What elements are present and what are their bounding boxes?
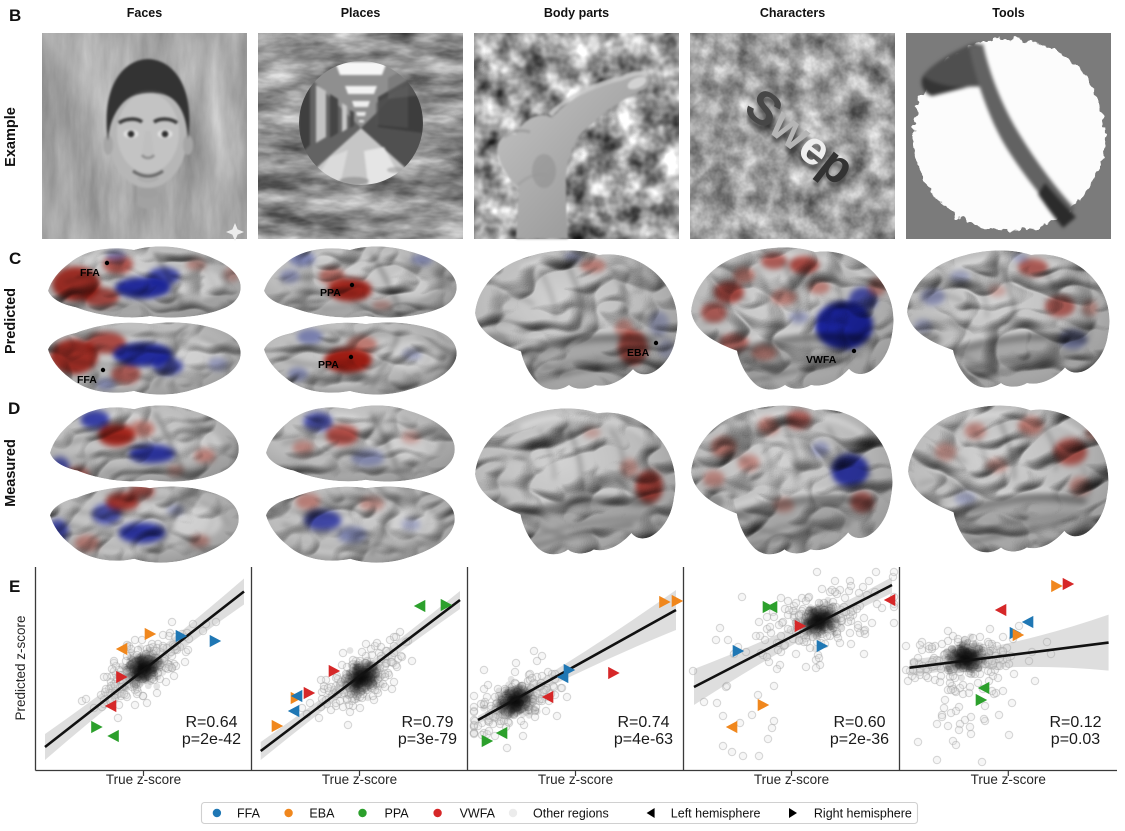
svg-text:PPA: PPA xyxy=(385,807,410,821)
svg-text:E: E xyxy=(9,577,20,596)
svg-text:p=0.03: p=0.03 xyxy=(1051,731,1100,748)
svg-text:EBA: EBA xyxy=(309,807,335,821)
svg-text:R=0.79: R=0.79 xyxy=(401,714,453,731)
svg-text:FFA: FFA xyxy=(80,267,100,279)
svg-text:Predicted: Predicted xyxy=(3,288,19,354)
svg-text:True z-score: True z-score xyxy=(322,772,397,787)
svg-text:FFA: FFA xyxy=(77,374,97,386)
svg-text:FFA: FFA xyxy=(237,807,261,821)
svg-text:p=2e-42: p=2e-42 xyxy=(182,731,241,748)
svg-text:True z-score: True z-score xyxy=(754,772,829,787)
svg-text:Characters: Characters xyxy=(760,6,825,20)
svg-text:B: B xyxy=(9,6,21,25)
svg-text:C: C xyxy=(9,249,21,268)
svg-text:D: D xyxy=(8,399,20,418)
svg-text:Faces: Faces xyxy=(127,6,162,20)
svg-text:Example: Example xyxy=(3,107,19,167)
svg-text:PPA: PPA xyxy=(318,359,339,371)
svg-text:R=0.64: R=0.64 xyxy=(185,714,237,731)
svg-text:True z-score: True z-score xyxy=(538,772,613,787)
svg-text:Right hemisphere: Right hemisphere xyxy=(814,807,912,821)
svg-text:VWFA: VWFA xyxy=(806,354,837,366)
svg-text:p=2e-36: p=2e-36 xyxy=(830,731,889,748)
svg-text:Places: Places xyxy=(341,6,381,20)
svg-text:EBA: EBA xyxy=(627,347,650,359)
svg-text:Predicted z-score: Predicted z-score xyxy=(13,615,28,720)
svg-text:p=3e-79: p=3e-79 xyxy=(398,731,457,748)
svg-text:p=4e-63: p=4e-63 xyxy=(614,731,673,748)
svg-text:R=0.74: R=0.74 xyxy=(617,714,669,731)
svg-text:True z-score: True z-score xyxy=(106,772,181,787)
svg-text:Tools: Tools xyxy=(992,6,1024,20)
svg-text:R=0.60: R=0.60 xyxy=(833,714,885,731)
svg-text:Body parts: Body parts xyxy=(544,6,609,20)
svg-text:Other regions: Other regions xyxy=(533,807,609,821)
svg-text:PPA: PPA xyxy=(320,287,341,299)
svg-text:VWFA: VWFA xyxy=(460,807,496,821)
svg-text:Left hemisphere: Left hemisphere xyxy=(671,807,761,821)
svg-text:Measured: Measured xyxy=(3,439,19,507)
svg-text:R=0.12: R=0.12 xyxy=(1049,714,1101,731)
svg-text:True z-score: True z-score xyxy=(971,772,1046,787)
